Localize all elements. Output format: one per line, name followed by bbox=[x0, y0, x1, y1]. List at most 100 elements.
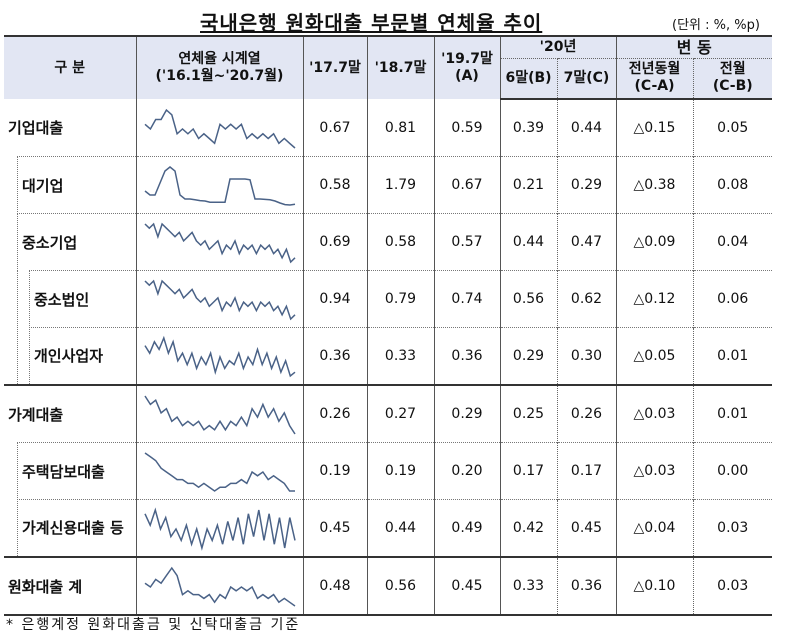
table-row: 주택담보대출 0.19 0.19 0.20 0.17 0.17 △0.03 0.00 bbox=[4, 441, 773, 500]
value-cell: 0.33 bbox=[366, 327, 434, 385]
header-yoy-code: (C-A) bbox=[634, 78, 675, 95]
sparkline bbox=[144, 108, 295, 149]
sparkline-line bbox=[144, 452, 295, 492]
value-cell: 0.45 bbox=[302, 499, 367, 557]
value-cell: 0.47 bbox=[556, 213, 616, 271]
value-cell: 0.36 bbox=[433, 327, 500, 385]
row-label: 중소기업 bbox=[22, 233, 78, 252]
sparkline-cell bbox=[135, 270, 303, 328]
value-cell: 0.27 bbox=[366, 384, 434, 443]
value-cell: △0.09 bbox=[615, 213, 693, 271]
value-cell: 0.03 bbox=[692, 499, 773, 557]
sparkline-line bbox=[143, 507, 296, 551]
value-cell: 0.79 bbox=[366, 270, 434, 328]
row-label-cell: 중소기업 bbox=[4, 212, 136, 271]
sparkline bbox=[143, 335, 295, 378]
value-cell: 0.67 bbox=[433, 156, 500, 214]
sparkline bbox=[143, 222, 296, 264]
value-cell: 0.26 bbox=[556, 384, 616, 443]
sparkline-line bbox=[143, 222, 296, 264]
row-label-cell: 개인사업자 bbox=[4, 326, 136, 386]
sparkline-line bbox=[144, 566, 295, 607]
value-cell: 0.25 bbox=[499, 384, 557, 443]
table-row: 가계대출 0.26 0.27 0.29 0.25 0.26 △0.03 0.01 bbox=[4, 384, 773, 443]
sparkline-cell bbox=[135, 442, 303, 500]
header-19-code: (A) bbox=[455, 68, 479, 84]
sparkline-cell bbox=[135, 499, 303, 557]
header-19-label: '19.7말 bbox=[441, 51, 493, 68]
value-cell: 0.58 bbox=[302, 156, 367, 214]
row-label-cell: 가계대출 bbox=[4, 384, 136, 443]
nest-box: 중소법인 bbox=[29, 269, 136, 328]
row-label: 중소법인 bbox=[34, 290, 90, 309]
value-cell: 0.39 bbox=[499, 99, 557, 157]
value-cell: △0.04 bbox=[615, 499, 693, 557]
value-cell: 0.17 bbox=[499, 442, 557, 500]
value-cell: 0.06 bbox=[692, 270, 773, 328]
row-label: 원화대출 계 bbox=[8, 577, 83, 596]
value-cell: 0.56 bbox=[499, 270, 557, 328]
delinquency-table: 구 분 연체율 시계열 ('16.1월~'20.7월) '17.7말 '18.7말… bbox=[4, 35, 773, 616]
table-row: 기업대출 0.67 0.81 0.59 0.39 0.44 △0.15 0.05 bbox=[4, 99, 773, 157]
row-label: 주택담보대출 bbox=[22, 462, 105, 481]
header-category: 구 분 bbox=[4, 35, 136, 99]
table-row: 중소기업 0.69 0.58 0.57 0.44 0.47 △0.09 0.04 bbox=[4, 212, 773, 271]
value-cell: 0.44 bbox=[499, 213, 557, 271]
value-cell: 0.17 bbox=[556, 442, 616, 500]
nest-box: 가계신용대출 등 bbox=[17, 498, 136, 556]
nest-box: 중소기업 bbox=[17, 212, 136, 271]
value-cell: 0.20 bbox=[433, 442, 500, 500]
row-label: 대기업 bbox=[22, 176, 64, 195]
value-cell: 0.01 bbox=[692, 384, 773, 443]
nest-box: 개인사업자 bbox=[29, 326, 136, 384]
unit-note: (단위 : %, %p) bbox=[672, 18, 760, 33]
value-cell: 0.44 bbox=[556, 99, 616, 157]
value-cell: 0.44 bbox=[366, 499, 434, 557]
sparkline-cell bbox=[135, 213, 303, 271]
sparkline-line bbox=[143, 395, 296, 435]
value-cell: 0.42 bbox=[499, 499, 557, 557]
value-cell: 0.81 bbox=[366, 99, 434, 157]
value-cell: △0.10 bbox=[615, 556, 693, 616]
row-label-cell: 중소법인 bbox=[4, 269, 136, 328]
sparkline-line bbox=[143, 279, 296, 321]
value-cell: 0.56 bbox=[366, 556, 434, 616]
nest-guide bbox=[17, 326, 136, 384]
table-row: 원화대출 계 0.48 0.56 0.45 0.33 0.36 △0.10 0.03 bbox=[4, 556, 773, 616]
value-cell: △0.05 bbox=[615, 327, 693, 385]
value-cell: 0.05 bbox=[692, 99, 773, 157]
header-mom-code: (C-B) bbox=[712, 78, 753, 95]
value-cell: 0.45 bbox=[556, 499, 616, 557]
header-mom: 전월 (C-B) bbox=[692, 57, 773, 100]
table-row: 가계신용대출 등 0.45 0.44 0.49 0.42 0.45 △0.04 0.03 bbox=[4, 498, 773, 558]
row-label-cell: 주택담보대출 bbox=[4, 441, 136, 500]
value-cell: 0.94 bbox=[302, 270, 367, 328]
value-cell: 0.08 bbox=[692, 156, 773, 214]
value-cell: 0.58 bbox=[366, 213, 434, 271]
value-cell: 0.69 bbox=[302, 213, 367, 271]
footnote: * 은행계정 원화대출금 및 신탁대출금 기준 bbox=[6, 617, 301, 633]
sparkline bbox=[144, 166, 295, 206]
header-yoy-label: 전년동월 bbox=[628, 61, 681, 78]
value-cell: 0.21 bbox=[499, 156, 557, 214]
row-label-cell: 기업대출 bbox=[4, 99, 136, 157]
sparkline-line bbox=[144, 108, 295, 149]
value-cell: 0.19 bbox=[366, 442, 434, 500]
header-19: '19.7말 (A) bbox=[433, 35, 500, 99]
table-title: 국내은행 원화대출 부문별 연체율 추이 bbox=[200, 11, 543, 35]
value-cell: 0.30 bbox=[556, 327, 616, 385]
value-cell: 0.03 bbox=[692, 556, 773, 616]
value-cell: 1.79 bbox=[366, 156, 434, 214]
sparkline bbox=[143, 507, 296, 551]
sparkline-cell bbox=[135, 384, 303, 443]
header-change: 변 동 bbox=[615, 35, 773, 58]
value-cell: 0.57 bbox=[433, 213, 500, 271]
value-cell: 0.29 bbox=[433, 384, 500, 443]
sparkline-cell bbox=[135, 556, 303, 616]
value-cell: 0.36 bbox=[302, 327, 367, 385]
table-row: 중소법인 0.94 0.79 0.74 0.56 0.62 △0.12 0.06 bbox=[4, 269, 773, 328]
header-mom-label: 전월 bbox=[719, 61, 746, 78]
row-label-cell: 가계신용대출 등 bbox=[4, 498, 136, 558]
sparkline bbox=[143, 395, 296, 435]
sparkline bbox=[144, 452, 295, 492]
